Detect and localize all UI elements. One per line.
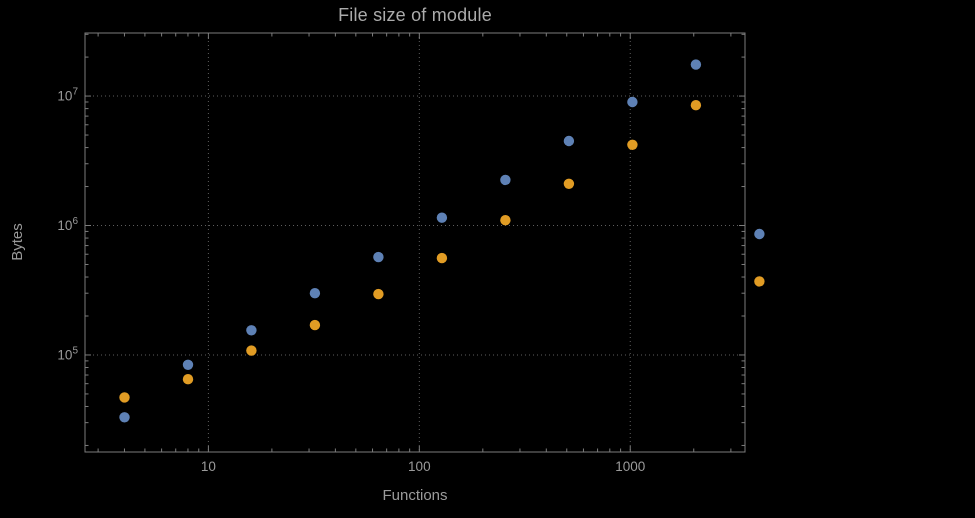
chart-title: File size of module [338, 5, 492, 25]
data-point-series-1 [309, 288, 321, 299]
data-point-series-1 [690, 59, 702, 70]
data-point-series-2 [563, 178, 575, 189]
data-point-series-2 [500, 215, 511, 226]
data-point-series-1 [500, 174, 511, 186]
data-point-series-2 [754, 276, 765, 287]
y-tick-label: 105 [57, 345, 78, 362]
data-point-series-2 [182, 374, 194, 385]
data-point-series-1 [627, 96, 638, 108]
x-tick-label: 1000 [615, 459, 645, 474]
y-tick-label: 107 [57, 87, 78, 104]
y-axis-label: Bytes [9, 223, 26, 261]
data-point-series-2 [309, 319, 321, 331]
data-point-series-2 [690, 100, 702, 111]
data-point-series-1 [436, 212, 448, 223]
data-point-series-1 [119, 412, 130, 423]
x-tick-label: 10 [201, 459, 216, 474]
data-point-series-1 [182, 359, 194, 370]
data-point-series-1 [246, 325, 257, 336]
x-axis-label: Functions [382, 487, 448, 504]
data-point-series-2 [436, 252, 448, 264]
data-point-series-1 [754, 228, 765, 240]
data-point-series-2 [373, 288, 384, 300]
data-point-series-2 [119, 392, 130, 403]
data-point-series-1 [563, 135, 575, 147]
x-tick-label: 100 [408, 459, 431, 474]
plot-frame [84, 32, 746, 453]
data-point-series-2 [246, 345, 257, 356]
data-point-series-1 [373, 251, 384, 263]
y-tick-label: 106 [57, 216, 78, 233]
data-point-series-2 [627, 139, 638, 150]
